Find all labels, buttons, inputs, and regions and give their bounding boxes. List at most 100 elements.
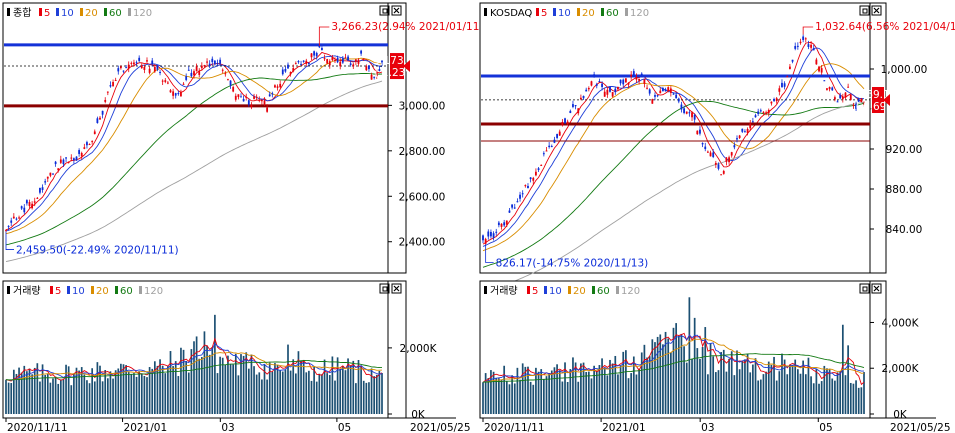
- candle: [341, 58, 344, 63]
- candle: [28, 202, 31, 206]
- candle: [717, 164, 720, 169]
- candle: [122, 70, 125, 72]
- candle: [796, 45, 799, 47]
- volume-bar: [519, 379, 521, 414]
- volume-bar: [807, 357, 810, 414]
- volume-bar: [156, 365, 159, 414]
- maximize-icon: [862, 8, 868, 14]
- candle: [221, 69, 224, 71]
- volume-bar: [791, 364, 794, 414]
- candle: [86, 142, 88, 146]
- candle: [558, 131, 561, 136]
- candle: [503, 222, 506, 226]
- volume-bar: [601, 358, 603, 414]
- volume-bar: [268, 362, 271, 414]
- volume-bar: [375, 374, 378, 414]
- volume-bar: [62, 379, 65, 414]
- volume-bar: [516, 367, 519, 414]
- candle: [595, 84, 598, 86]
- candle: [630, 74, 633, 77]
- y-tick-label: 920.00: [886, 144, 923, 156]
- candle: [208, 63, 211, 67]
- volume-bar: [169, 351, 172, 414]
- volume-bar: [773, 356, 775, 414]
- maximize-button[interactable]: [379, 283, 390, 294]
- volume-bar: [54, 376, 57, 414]
- maximize-button[interactable]: [859, 283, 870, 294]
- legend-ma60-label: 60: [120, 286, 133, 297]
- candle: [146, 60, 148, 62]
- candle: [556, 134, 559, 138]
- candle: [328, 61, 331, 66]
- x-tick-label: 2020/11/11: [7, 422, 68, 433]
- volume-bar: [177, 376, 180, 414]
- candle: [190, 72, 193, 77]
- candle: [818, 66, 820, 72]
- volume-bar: [328, 375, 331, 414]
- volume-bar: [352, 360, 355, 414]
- candle: [484, 238, 487, 244]
- volume-bar: [704, 327, 707, 414]
- candle: [101, 110, 104, 115]
- legend-ma10-marker: [67, 286, 70, 294]
- candle: [487, 231, 490, 237]
- volume-bar: [347, 358, 349, 414]
- volume-bar: [122, 364, 125, 414]
- candle: [117, 68, 120, 72]
- volume-bar: [112, 378, 114, 414]
- volume-bar: [527, 366, 529, 414]
- candle: [730, 152, 733, 156]
- legend-ma120-label: 120: [133, 8, 152, 19]
- candle: [627, 82, 630, 85]
- volume-bar: [339, 368, 342, 414]
- volume-bar: [224, 364, 227, 414]
- x-tick-label: 03: [701, 422, 714, 433]
- volume-bar: [611, 363, 614, 414]
- volume-bar: [253, 366, 255, 414]
- candle: [648, 89, 651, 94]
- candle: [318, 46, 321, 48]
- volume-bar: [778, 371, 781, 414]
- last-price-change: ( 0.69%): [856, 101, 901, 113]
- volume-bar: [26, 371, 28, 414]
- candle: [725, 157, 728, 162]
- candle: [352, 64, 355, 67]
- volume-bar: [781, 353, 783, 414]
- candle: [714, 162, 717, 165]
- candle: [550, 146, 553, 148]
- volume-bar: [709, 342, 712, 414]
- candle: [284, 69, 287, 72]
- candle: [172, 91, 175, 96]
- volume-bar: [505, 381, 508, 414]
- candle: [347, 56, 349, 61]
- volume-bar: [786, 374, 789, 414]
- candle: [857, 99, 860, 102]
- volume-ma20-line: [5, 351, 383, 381]
- last-price-value: 3,173.05: [374, 55, 421, 67]
- candle: [276, 86, 279, 88]
- candle: [54, 161, 57, 165]
- volume-bar: [263, 364, 266, 414]
- volume-bar: [114, 370, 117, 414]
- close-icon: [873, 285, 880, 292]
- candle: [375, 72, 378, 77]
- volume-bar: [221, 357, 224, 414]
- volume-bar: [482, 382, 484, 414]
- maximize-button[interactable]: [859, 5, 870, 16]
- candle: [177, 93, 180, 95]
- volume-bar: [67, 366, 70, 414]
- volume-bar: [622, 351, 625, 414]
- y-tick-label: 0K: [893, 409, 908, 421]
- candle: [601, 83, 603, 87]
- candle: [656, 95, 659, 97]
- volume-bar: [767, 361, 770, 414]
- volume-bar: [656, 336, 659, 414]
- maximize-button[interactable]: [379, 5, 390, 16]
- candle: [253, 96, 255, 99]
- x-tick-label: 05: [338, 422, 351, 433]
- volume-bar: [41, 364, 44, 414]
- volume-bar: [617, 374, 619, 414]
- volume-bar: [643, 344, 646, 414]
- x-axis-end-date: 2021/05/25: [890, 422, 951, 433]
